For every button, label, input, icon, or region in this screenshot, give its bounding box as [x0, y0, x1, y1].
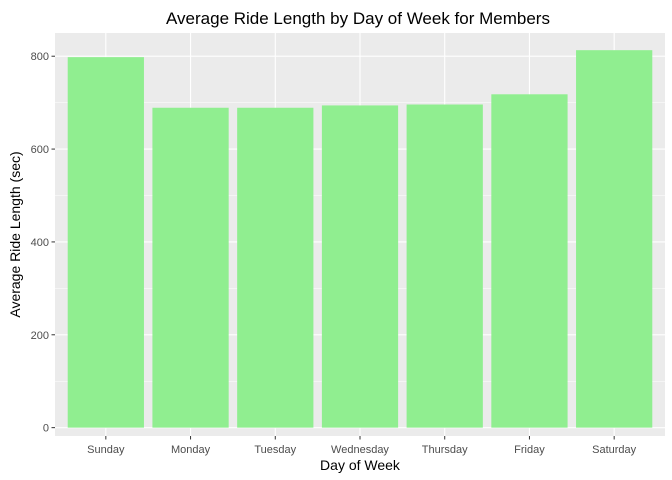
- y-tick-label: 600: [31, 144, 49, 156]
- y-tick-label: 0: [43, 423, 49, 435]
- y-axis: 0 200 400 600 800: [31, 51, 55, 435]
- x-tick-label-thursday: Thursday: [422, 444, 468, 456]
- bar-sunday: [67, 57, 144, 428]
- bar-saturday: [576, 50, 653, 428]
- bar-tuesday: [237, 107, 314, 428]
- bar-monday: [152, 107, 229, 428]
- y-axis-title: Average Ride Length (sec): [7, 151, 23, 317]
- bar-wednesday: [321, 105, 399, 428]
- bars: [67, 50, 653, 428]
- x-tick-label-tuesday: Tuesday: [254, 444, 296, 456]
- x-axis: Sunday Monday Tuesday Wednesday Thursday Frid…: [87, 436, 637, 456]
- chart-title: Average Ride Length by Day of Week for M…: [166, 9, 550, 28]
- x-tick-label-wednesday: Wednesday: [331, 444, 389, 456]
- bar-thursday: [406, 104, 483, 428]
- bar-friday: [491, 94, 568, 428]
- y-tick-label: 400: [31, 237, 49, 249]
- x-tick-label-friday: Friday: [514, 444, 545, 456]
- x-tick-label-sunday: Sunday: [87, 444, 125, 456]
- y-tick-label: 200: [31, 330, 49, 342]
- y-tick-label: 800: [31, 51, 49, 63]
- x-tick-label-saturday: Saturday: [592, 444, 637, 456]
- x-axis-title: Day of Week: [320, 457, 401, 473]
- x-tick-label-monday: Monday: [171, 444, 211, 456]
